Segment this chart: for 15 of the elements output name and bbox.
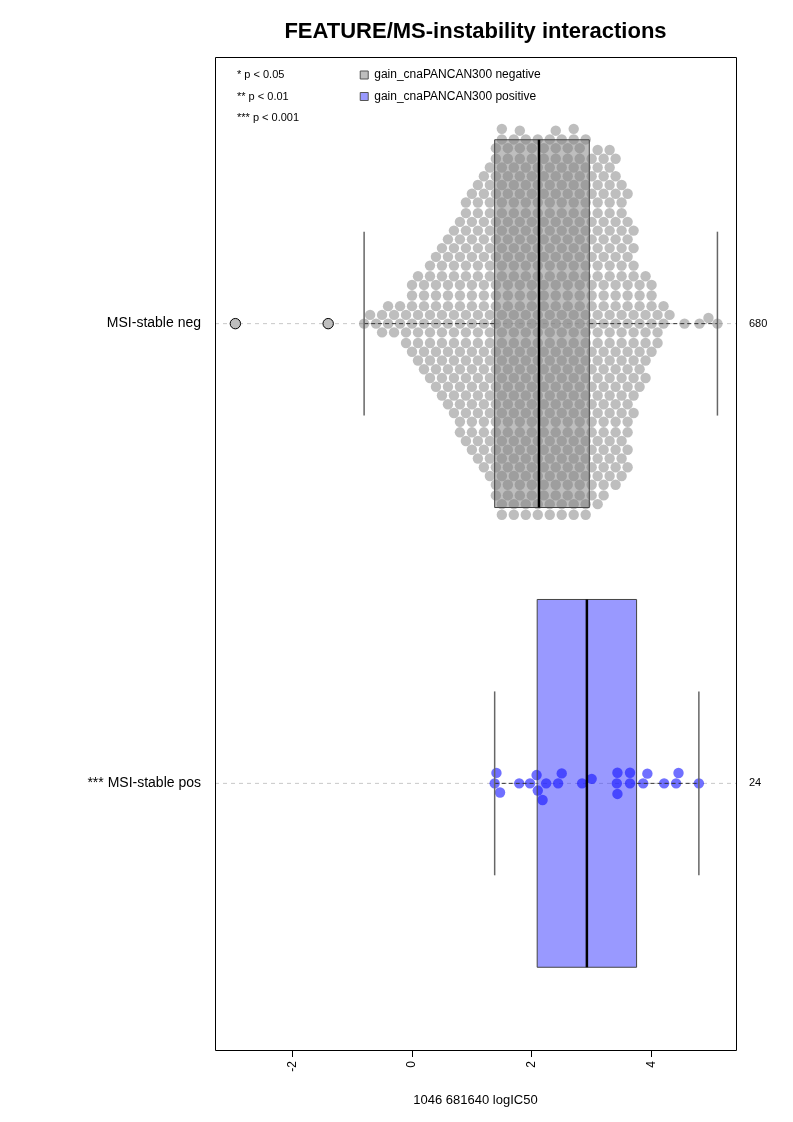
y-tick-label: *** MSI-stable pos — [87, 774, 201, 791]
annotation: *** p < 0.001 — [237, 111, 300, 124]
x-axis-title: 1046 681640 logIC50 — [413, 1091, 538, 1107]
x-tick-label: 0 — [404, 1060, 419, 1068]
y2-tick-label: 680 — [749, 316, 768, 329]
legend-label: gain_cnaPANCAN300 positive — [374, 88, 537, 103]
x-tick-label: -2 — [284, 1060, 299, 1072]
x-tick-label: 4 — [643, 1060, 658, 1068]
y2-tick-label: 24 — [749, 776, 762, 789]
annotation: ** p < 0.01 — [237, 89, 289, 102]
x-tick-label: 2 — [524, 1060, 539, 1068]
annotation: * p < 0.05 — [237, 68, 285, 81]
y-tick-label: MSI-stable neg — [106, 314, 201, 331]
legend-label: gain_cnaPANCAN300 negative — [374, 67, 542, 82]
chart-title: FEATURE/MS-instability interactions — [284, 17, 667, 43]
